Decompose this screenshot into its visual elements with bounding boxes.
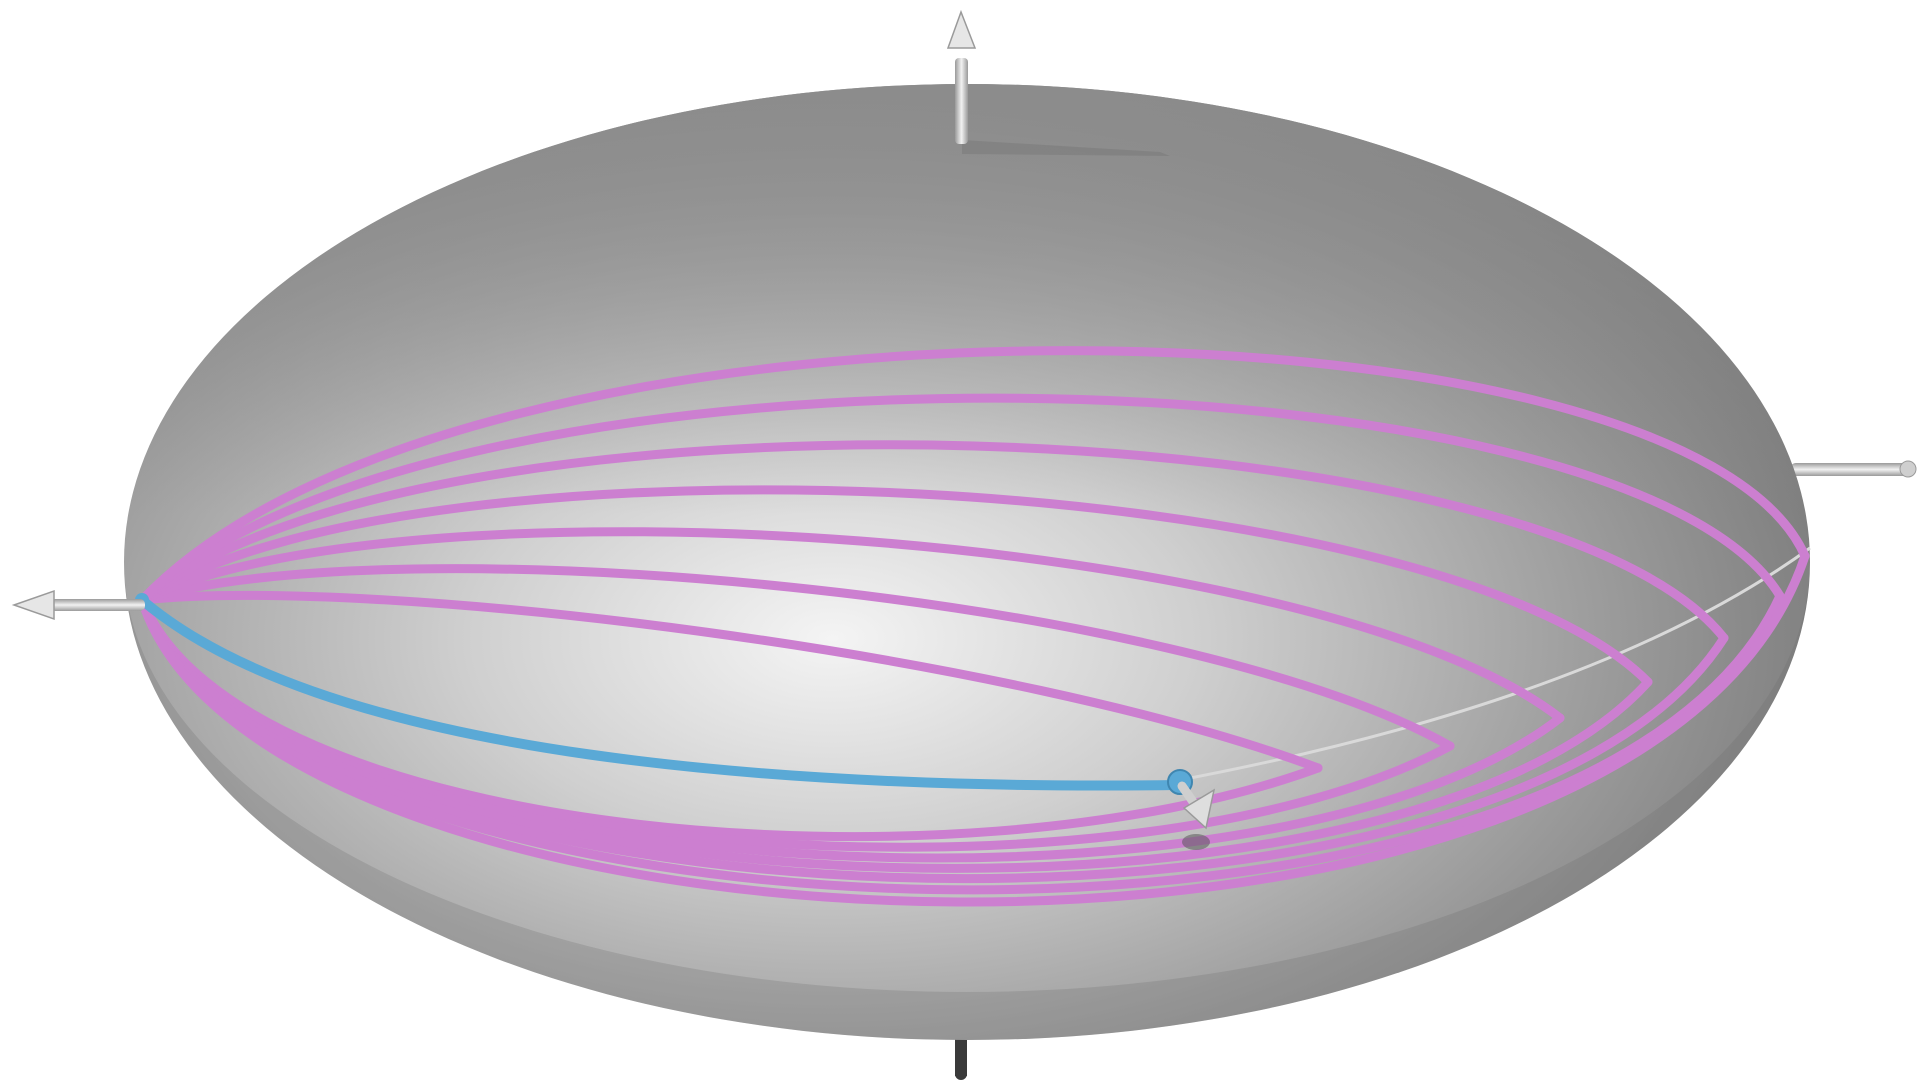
geodesic-lower-arc xyxy=(137,591,1785,895)
ellipsoid-surface xyxy=(124,84,1810,1040)
axis-left xyxy=(11,589,145,621)
geodesic-family xyxy=(137,346,1810,907)
tangent-vector-arrow xyxy=(1177,781,1216,850)
geodesic-upper-arc xyxy=(137,393,1785,605)
geodesic-upper-arc xyxy=(137,564,1455,751)
geodesic-upper-arc xyxy=(137,527,1565,723)
axis-up xyxy=(946,9,1170,156)
axis-right xyxy=(1790,460,1917,478)
geodesic-upper-arc xyxy=(137,346,1810,605)
geodesic-upper-arc xyxy=(137,440,1729,643)
geodesic-lower-arc xyxy=(137,551,1810,907)
geodesic-upper-arc xyxy=(137,590,1323,773)
geodesic-upper-arc xyxy=(137,485,1653,687)
